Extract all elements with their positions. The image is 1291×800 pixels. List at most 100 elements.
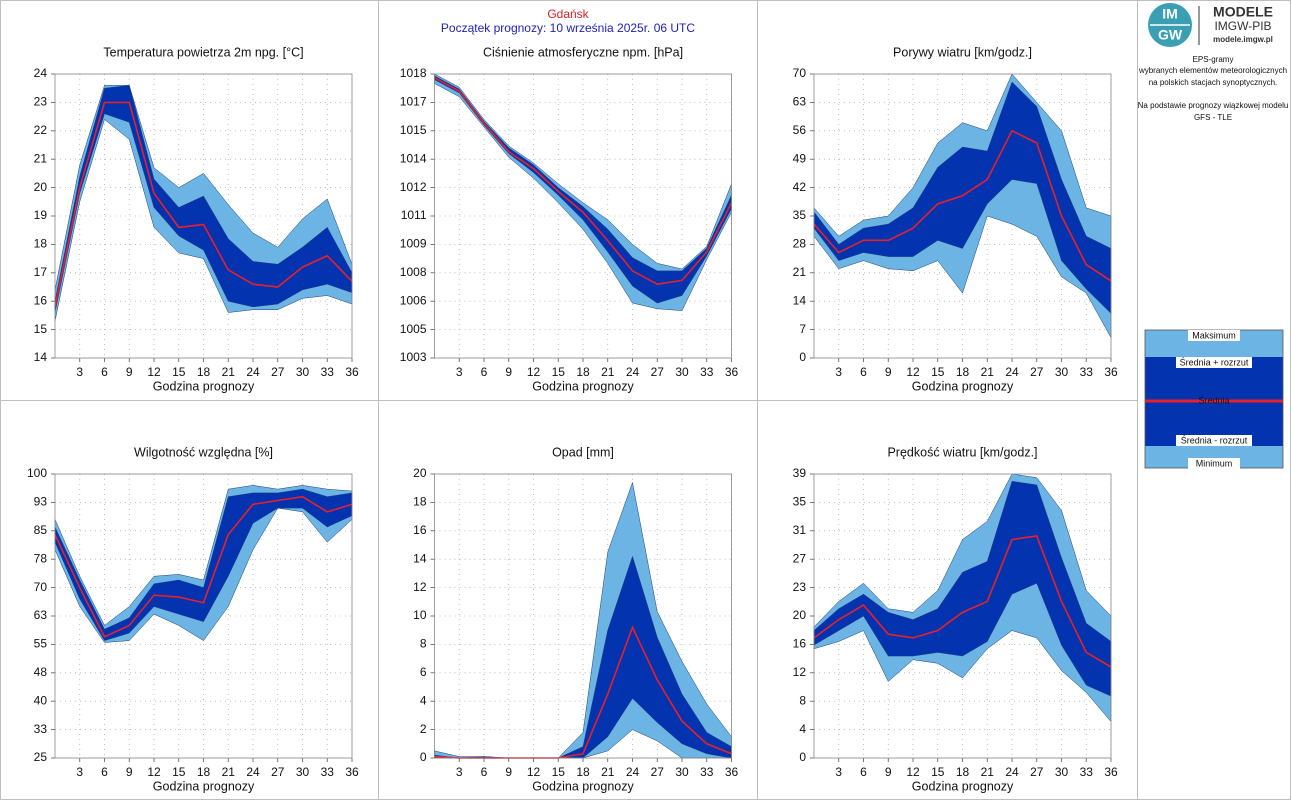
x-tick-label: 27 — [1030, 765, 1044, 779]
y-tick-label: 56 — [793, 123, 807, 137]
x-tick-label: 36 — [1104, 365, 1118, 379]
y-tick-label: 12 — [793, 665, 807, 679]
x-tick-label: 33 — [1080, 365, 1094, 379]
x-tick-label: 36 — [725, 365, 739, 379]
y-tick-label: 6 — [420, 665, 427, 679]
x-tick-label: 30 — [1055, 765, 1069, 779]
x-tick-label: 12 — [527, 365, 541, 379]
y-tick-label: 31 — [793, 523, 807, 537]
x-tick-label: 27 — [651, 365, 665, 379]
url: modele.imgw.pl — [1213, 35, 1273, 44]
x-tick-label: 15 — [931, 365, 945, 379]
org: IMGW-PIB — [1214, 19, 1271, 33]
x-tick-label: 24 — [1005, 765, 1019, 779]
x-tick-label: 9 — [885, 765, 892, 779]
y-tick-label: 0 — [799, 750, 806, 764]
x-tick-label: 33 — [321, 765, 335, 779]
legend-label-bg — [1188, 458, 1240, 469]
y-tick-label: 1017 — [400, 95, 427, 109]
x-tick-label: 3 — [76, 365, 83, 379]
legend-label: Średnia - rozrzut — [1181, 434, 1248, 445]
plot-frame — [813, 473, 1112, 759]
chart-title: Porywy wiatru [km/godz.] — [893, 45, 1032, 59]
y-tick-label: 20 — [34, 180, 48, 194]
x-tick-label: 12 — [147, 365, 161, 379]
y-tick-label: 1009 — [400, 237, 427, 251]
y-tick-label: 1011 — [401, 208, 427, 222]
x-tick-label: 15 — [552, 765, 566, 779]
y-tick-label: 20 — [793, 608, 807, 622]
x-tick-label: 15 — [931, 765, 945, 779]
station: Gdańsk — [547, 7, 589, 21]
forecast-start: Początek prognozy: 10 września 2025r. 06… — [441, 21, 695, 35]
spread-band — [434, 555, 732, 759]
x-tick-label: 18 — [576, 365, 590, 379]
x-tick-label: 12 — [906, 765, 920, 779]
x-tick-label: 6 — [860, 765, 867, 779]
x-tick-label: 6 — [101, 765, 108, 779]
legend-label-bg — [1176, 357, 1252, 368]
y-tick-label: 100 — [27, 466, 47, 480]
x-tick-label: 33 — [700, 765, 714, 779]
plot-frame — [54, 473, 353, 759]
y-tick-label: 1018 — [400, 66, 427, 80]
x-tick-label: 33 — [321, 365, 335, 379]
x-tick-label: 9 — [126, 365, 133, 379]
x-tick-label: 27 — [271, 365, 285, 379]
plot-frame — [54, 73, 353, 359]
x-tick-label: 9 — [126, 765, 133, 779]
x-tick-label: 21 — [601, 365, 615, 379]
y-tick-label: 4 — [799, 722, 806, 736]
x-tick-label: 15 — [172, 365, 186, 379]
y-tick-label: 7 — [799, 322, 806, 336]
charts: Temperatura powietrza 2m npg. [°C] 14 15 16… — [27, 45, 1118, 793]
legend-label: Minimum — [1196, 458, 1233, 468]
x-tick-label: 12 — [527, 765, 541, 779]
y-tick-label: 27 — [793, 551, 807, 565]
y-tick-label: 4 — [420, 693, 427, 707]
mean-line — [813, 535, 1112, 668]
x-tick-label: 36 — [345, 365, 359, 379]
description: EPS-gramy — [1193, 55, 1234, 64]
chart-title: Ciśnienie atmosferyczne npm. [hPa] — [483, 45, 683, 59]
x-axis-label: Godzina prognozy — [153, 779, 255, 793]
x-tick-label: 3 — [835, 765, 842, 779]
y-tick-label: 1015 — [400, 123, 427, 137]
y-tick-label: 18 — [34, 237, 48, 251]
x-tick-label: 24 — [246, 365, 260, 379]
x-tick-label: 3 — [456, 765, 463, 779]
y-tick-label: 18 — [413, 495, 427, 509]
legend-label: Średnia + rozrzut — [1180, 356, 1249, 367]
x-tick-label: 36 — [345, 765, 359, 779]
x-tick-label: 18 — [197, 765, 211, 779]
description: GFS - TLE — [1194, 113, 1232, 122]
y-tick-label: 35 — [793, 495, 807, 509]
chart-title: Temperatura powietrza 2m npg. [°C] — [103, 45, 303, 59]
x-axis-label: Godzina prognozy — [532, 379, 634, 393]
x-tick-label: 30 — [675, 365, 689, 379]
y-tick-label: 1005 — [400, 322, 427, 336]
description: na polskich stacjach synoptycznych. — [1149, 78, 1278, 87]
y-tick-label: 40 — [34, 693, 48, 707]
legend-label: Średnia — [1198, 394, 1229, 405]
y-tick-label: 1006 — [400, 293, 427, 307]
y-tick-label: 70 — [793, 66, 807, 80]
y-tick-label: 23 — [34, 95, 48, 109]
description: wybranych elementów meteorologicznych — [1138, 66, 1287, 75]
x-tick-label: 27 — [271, 765, 285, 779]
x-tick-label: 12 — [906, 365, 920, 379]
y-tick-label: 63 — [793, 95, 807, 109]
y-tick-label: 8 — [420, 637, 427, 651]
x-tick-label: 21 — [981, 365, 995, 379]
x-tick-label: 36 — [725, 765, 739, 779]
x-tick-label: 9 — [885, 365, 892, 379]
y-tick-label: 33 — [34, 722, 48, 736]
x-tick-label: 6 — [860, 365, 867, 379]
y-tick-label: 28 — [793, 237, 807, 251]
y-tick-label: 16 — [34, 293, 48, 307]
y-tick-label: 20 — [413, 466, 427, 480]
y-tick-label: 16 — [793, 637, 807, 651]
y-tick-label: 12 — [413, 580, 427, 594]
y-tick-label: 2 — [420, 722, 427, 736]
